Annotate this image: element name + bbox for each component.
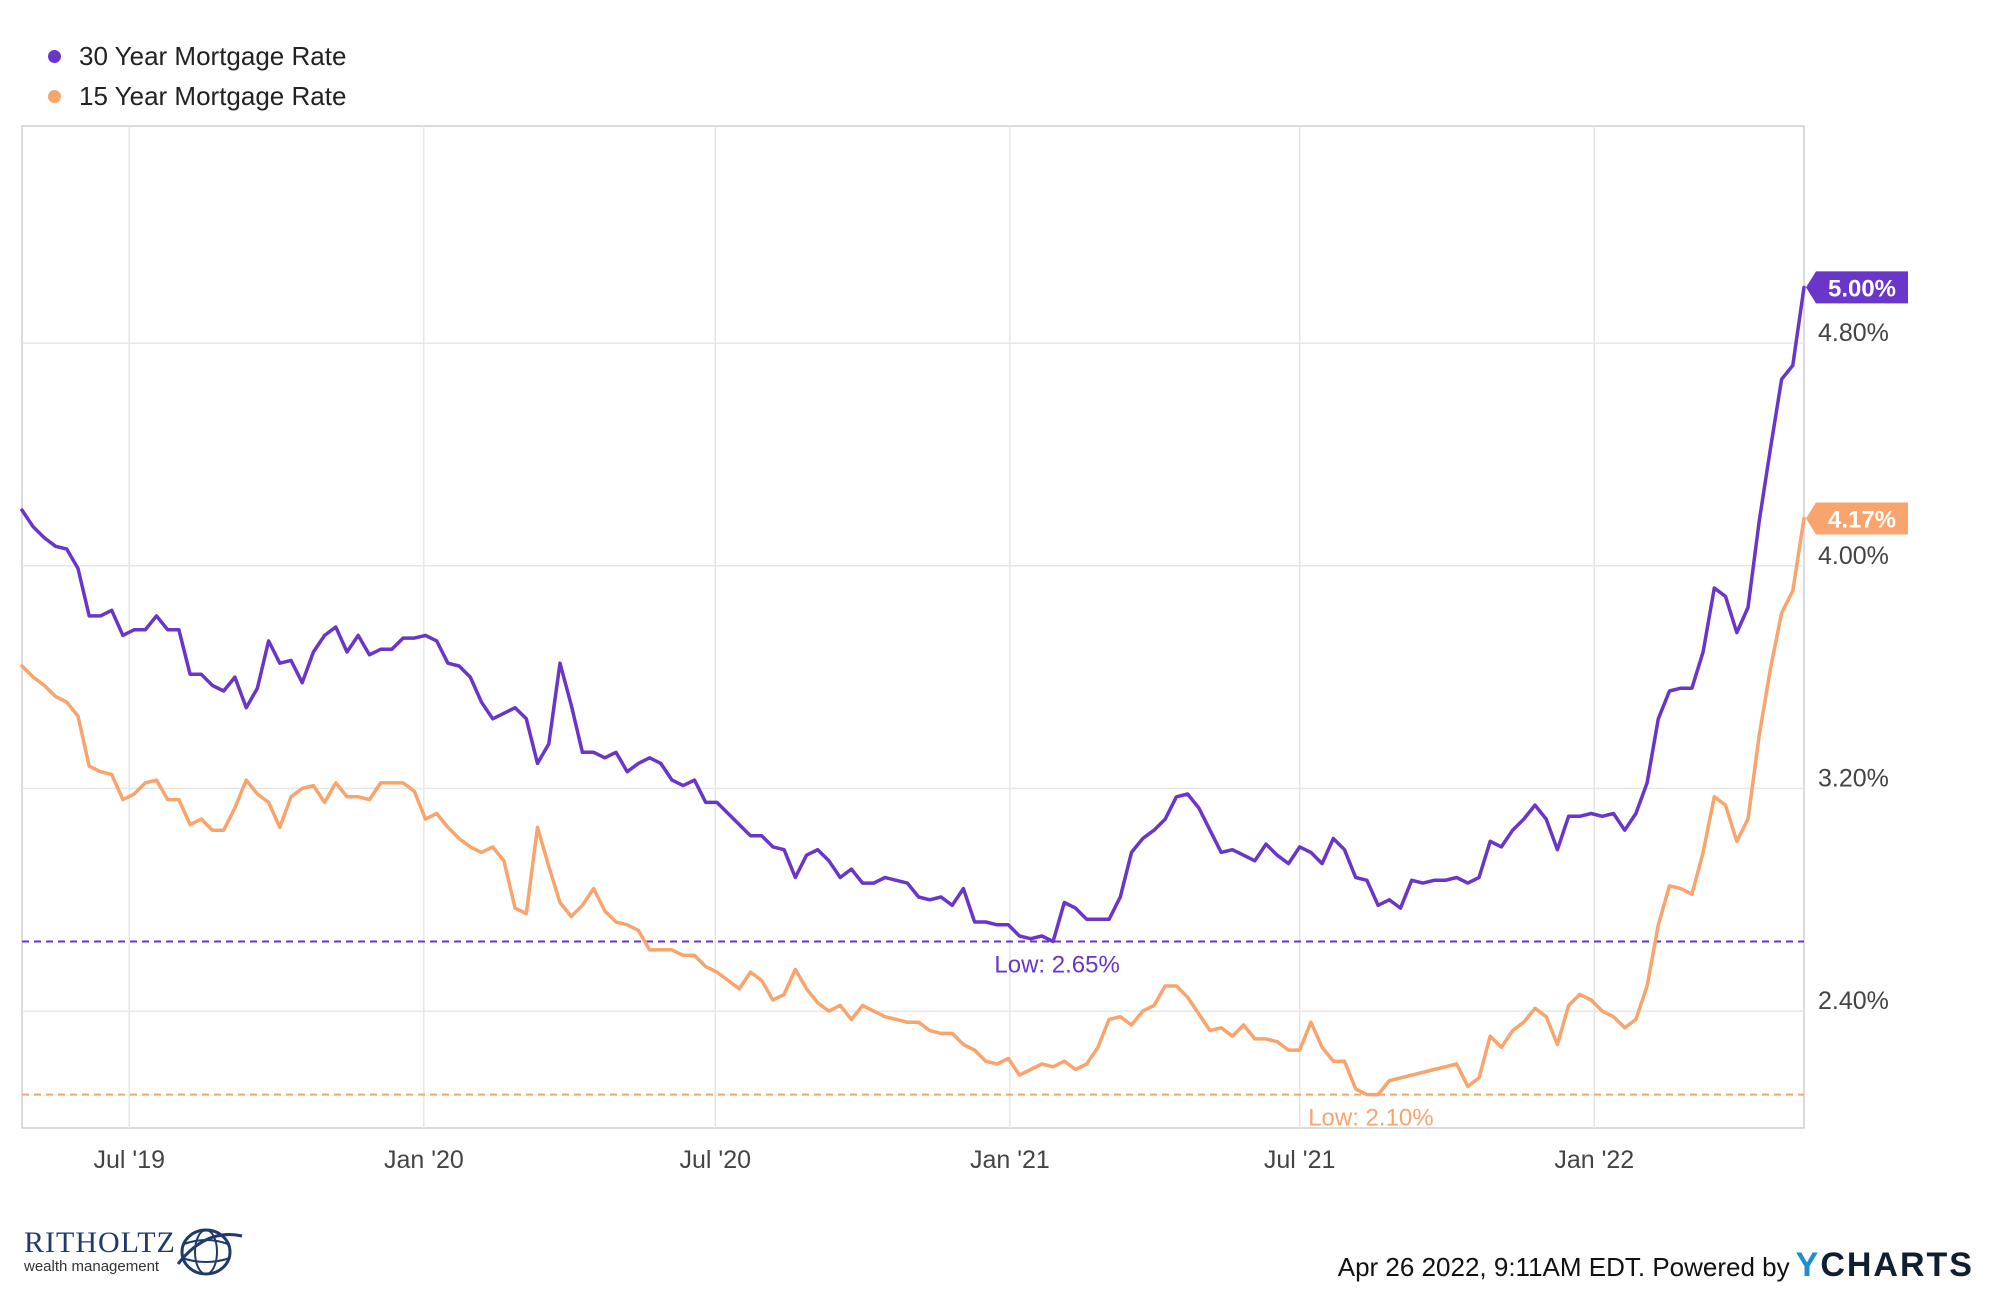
ycharts-logo[interactable]: YCHARTS	[1795, 1246, 1974, 1284]
logo-wordmark: RITHOLTZ	[24, 1226, 176, 1259]
series-lines	[20, 285, 1806, 1097]
logo-tagline: wealth management	[24, 1258, 160, 1275]
end-label-text-1: 4.17%	[1828, 506, 1896, 533]
end-label-tag-1	[1806, 502, 1908, 535]
low-label-1: Low: 2.10%	[1308, 1105, 1433, 1132]
y-axis-ticks: 2.40% 3.20% 4.00% 4.80%	[1818, 319, 1889, 1015]
footer-stamp-text: Apr 26 2022, 9:11AM EDT. Powered by	[1337, 1252, 1790, 1282]
legend: 30 Year Mortgage Rate 15 Year Mortgage R…	[48, 36, 346, 116]
x-tick-label: Jan '22	[1554, 1146, 1634, 1174]
globe-emblem-icon	[176, 1228, 243, 1276]
series-line-1	[20, 516, 1806, 1097]
gridlines	[21, 125, 1805, 1129]
footer-timestamp: Apr 26 2022, 9:11AM EDT. Powered by YCHA…	[1338, 1246, 1974, 1285]
low-reference-lines: Low: 2.65% Low: 2.10%	[22, 940, 1804, 1132]
x-tick-label: Jul '19	[94, 1146, 165, 1174]
x-tick-label: Jul '21	[1264, 1146, 1335, 1174]
y-tick-label: 3.20%	[1818, 764, 1889, 792]
x-tick-label: Jul '20	[680, 1146, 751, 1174]
ritholtz-logo: RITHOLTZ wealth management	[24, 1222, 246, 1282]
end-label-tag-0	[1806, 271, 1908, 304]
legend-marker-30-year	[48, 49, 61, 63]
x-tick-label: Jan '21	[970, 1146, 1050, 1174]
plot-frame	[21, 125, 1805, 1129]
end-value-labels: 5.00% 4.17%	[1806, 271, 1908, 535]
y-tick-label: 4.80%	[1818, 319, 1889, 347]
legend-item-15-year[interactable]: 15 Year Mortgage Rate	[48, 76, 346, 116]
legend-item-30-year[interactable]: 30 Year Mortgage Rate	[48, 36, 346, 76]
x-axis-ticks: Jul '19 Jan '20 Jul '20 Jan '21 Jul '21 Jan '…	[94, 1146, 1635, 1174]
series-line-0	[20, 285, 1806, 944]
y-tick-label: 4.00%	[1818, 542, 1889, 570]
legend-label-15-year: 15 Year Mortgage Rate	[79, 80, 347, 111]
y-tick-label: 2.40%	[1818, 987, 1889, 1015]
end-label-text-0: 5.00%	[1828, 275, 1896, 302]
legend-marker-15-year	[48, 89, 61, 103]
legend-label-30-year: 30 Year Mortgage Rate	[79, 40, 347, 71]
x-tick-label: Jan '20	[384, 1146, 464, 1174]
low-label-0: Low: 2.65%	[994, 952, 1119, 979]
